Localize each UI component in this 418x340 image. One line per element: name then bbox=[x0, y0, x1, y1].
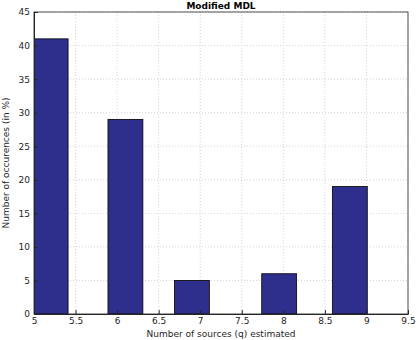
tick-mark bbox=[34, 314, 38, 315]
tick-label: 5 bbox=[24, 276, 30, 286]
tick-label: 0 bbox=[24, 309, 30, 319]
tick-mark bbox=[242, 310, 243, 314]
tick: 45 bbox=[19, 7, 38, 17]
tick-mark bbox=[283, 310, 284, 314]
grid-line bbox=[34, 79, 408, 80]
grid-line bbox=[324, 12, 325, 314]
tick: 35 bbox=[19, 74, 38, 84]
bar bbox=[34, 39, 68, 314]
tick-label: 6.5 bbox=[152, 316, 166, 326]
tick-mark bbox=[366, 310, 367, 314]
bar bbox=[262, 274, 297, 314]
tick-mark bbox=[34, 213, 38, 214]
grid-line bbox=[200, 12, 201, 314]
tick-label: 9.5 bbox=[401, 316, 415, 326]
tick: 9 bbox=[364, 310, 370, 326]
grid-line bbox=[34, 112, 408, 113]
bar bbox=[332, 186, 367, 314]
x-axis: 5 5.5 6 6.5 7 7.5 8 8.5 9 9.5 bbox=[32, 310, 416, 326]
tick-mark bbox=[200, 310, 201, 314]
grid-line bbox=[283, 12, 284, 314]
bar bbox=[108, 119, 143, 314]
tick: 0 bbox=[24, 309, 38, 319]
tick-label: 5.5 bbox=[69, 316, 83, 326]
tick-label: 6 bbox=[115, 316, 121, 326]
tick-label: 45 bbox=[19, 7, 30, 17]
bar bbox=[174, 280, 209, 314]
axis-line bbox=[35, 314, 409, 315]
x-axis-title: Number of sources (q) estimated bbox=[147, 329, 296, 339]
tick: 8 bbox=[281, 310, 287, 326]
tick-mark bbox=[34, 280, 38, 281]
grid-line bbox=[34, 146, 408, 147]
tick: 25 bbox=[19, 142, 38, 152]
tick-label: 20 bbox=[19, 175, 31, 185]
tick-mark bbox=[34, 247, 38, 248]
tick: 10 bbox=[19, 242, 38, 252]
tick-label: 5 bbox=[32, 316, 38, 326]
tick-mark bbox=[117, 310, 118, 314]
tick-label: 9 bbox=[364, 316, 370, 326]
grid bbox=[34, 12, 408, 314]
tick-label: 15 bbox=[19, 209, 30, 219]
tick-mark bbox=[159, 310, 160, 314]
axis-line bbox=[34, 13, 35, 315]
tick-mark bbox=[34, 79, 38, 80]
tick-label: 10 bbox=[19, 242, 31, 252]
tick-mark bbox=[34, 146, 38, 147]
tick: 7 bbox=[198, 310, 204, 326]
tick-mark bbox=[76, 310, 77, 314]
tick-mark bbox=[408, 310, 409, 314]
tick-mark bbox=[34, 113, 38, 114]
tick-label: 25 bbox=[19, 142, 30, 152]
bars bbox=[34, 39, 367, 314]
tick-label: 7 bbox=[198, 316, 204, 326]
tick: 15 bbox=[19, 209, 38, 219]
tick-label: 8 bbox=[281, 316, 287, 326]
plot-frame bbox=[34, 12, 408, 314]
tick: 8.5 bbox=[318, 310, 332, 326]
tick-mark bbox=[325, 310, 326, 314]
tick: 7.5 bbox=[235, 310, 249, 326]
title: Modified MDL bbox=[186, 1, 255, 11]
tick-mark bbox=[34, 180, 38, 181]
y-axis-title: Number of occurences (in %) bbox=[1, 97, 11, 228]
tick: 6.5 bbox=[152, 310, 166, 326]
tick: 5.5 bbox=[69, 310, 83, 326]
plot-background bbox=[34, 12, 408, 314]
tick-label: 7.5 bbox=[235, 316, 249, 326]
tick-label: 40 bbox=[19, 41, 31, 51]
tick: 5 bbox=[24, 276, 38, 286]
grid-line bbox=[34, 45, 408, 46]
tick: 30 bbox=[19, 108, 38, 118]
tick-label: 8.5 bbox=[318, 316, 332, 326]
tick-mark bbox=[34, 12, 38, 13]
grid-line bbox=[241, 12, 242, 314]
y-axis: 0 5 10 15 20 25 30 35 40 45 bbox=[19, 7, 38, 319]
tick: 40 bbox=[19, 41, 38, 51]
plot: 55.566.577.588.599.5051015202530354045 bbox=[19, 7, 416, 326]
tick: 9.5 bbox=[401, 310, 415, 326]
tick: 20 bbox=[19, 175, 38, 185]
tick-label: 30 bbox=[19, 108, 31, 118]
grid-line bbox=[75, 12, 76, 314]
grid-line bbox=[158, 12, 159, 314]
tick: 6 bbox=[115, 310, 121, 326]
grid-line bbox=[34, 179, 408, 180]
chart: 55.566.577.588.599.5051015202530354045Mo… bbox=[0, 0, 418, 340]
tick-label: 35 bbox=[19, 74, 30, 84]
tick-mark bbox=[34, 46, 38, 47]
